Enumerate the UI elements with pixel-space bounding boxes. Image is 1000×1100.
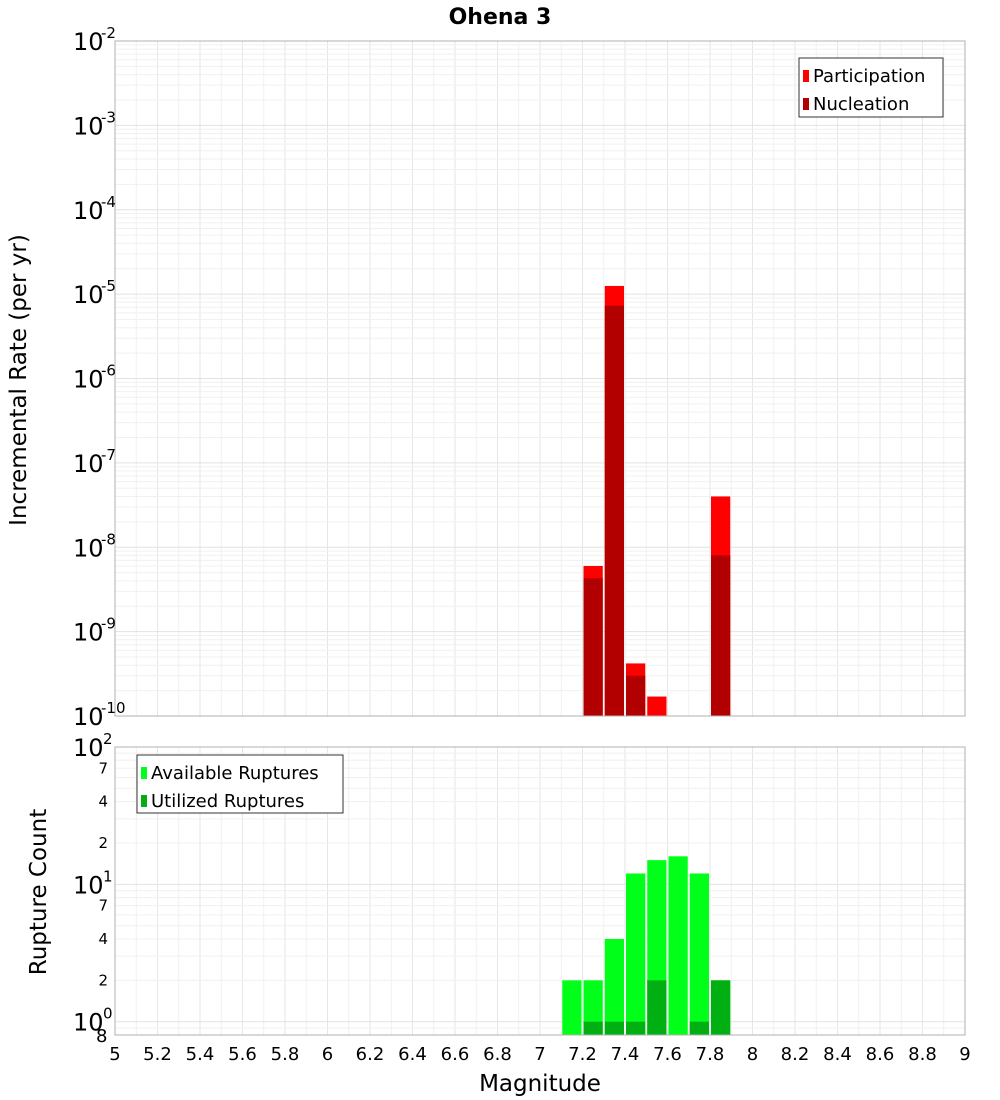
x-tick-label: 8.2 — [781, 1044, 810, 1065]
x-tick-label: 5.8 — [271, 1044, 300, 1065]
y-tick-label: 10 — [73, 703, 104, 731]
bar-utilized-ruptures — [711, 980, 731, 1035]
bar-utilized-ruptures — [604, 1021, 624, 1035]
x-tick-label: 6.8 — [483, 1044, 512, 1065]
legend-swatch — [803, 70, 809, 82]
y-minor-tick-label: 7 — [98, 897, 108, 915]
y-tick-exponent: -3 — [101, 108, 116, 126]
y-tick-label: 10 — [73, 197, 104, 225]
y-tick-label: 10 — [73, 450, 104, 478]
y-tick-exponent: -4 — [101, 193, 116, 211]
x-tick-label: 8 — [747, 1044, 758, 1065]
y-tick-exponent: 0 — [103, 1005, 113, 1023]
x-tick-label: 7.6 — [653, 1044, 682, 1065]
top-series-nucleation — [583, 305, 731, 716]
y-tick-exponent: -2 — [101, 24, 116, 42]
x-tick-label: 6 — [322, 1044, 333, 1065]
bar-nucleation — [604, 305, 624, 716]
bar-available-ruptures — [689, 873, 709, 1035]
legend-swatch — [141, 767, 147, 779]
bar-participation — [647, 696, 667, 716]
y-tick-label: 10 — [73, 619, 104, 647]
legend-swatch — [141, 795, 147, 807]
y-minor-tick-label: 2 — [98, 971, 108, 989]
top-y-axis-label: Incremental Rate (per yr) — [6, 234, 32, 526]
bottom-legend: Available Ruptures Utilized Ruptures — [136, 754, 344, 814]
x-tick-label: 7.8 — [696, 1044, 725, 1065]
y-tick-label: 10 — [73, 1009, 104, 1037]
y-tick-label: 10 — [73, 281, 104, 309]
x-tick-label: 7 — [534, 1044, 545, 1065]
bar-available-ruptures — [583, 980, 603, 1035]
y-tick-exponent: -6 — [101, 362, 116, 380]
bar-nucleation — [626, 675, 646, 716]
x-tick-label: 8.6 — [866, 1044, 895, 1065]
y-tick-exponent: -9 — [101, 615, 116, 633]
top-legend: Participation Nucleation — [798, 57, 944, 118]
bar-utilized-ruptures — [689, 1021, 709, 1035]
bottom-series-utilized-ruptures — [583, 980, 731, 1035]
y-minor-tick-label: 4 — [98, 930, 108, 948]
legend-label: Nucleation — [813, 94, 909, 115]
y-tick-label: 10 — [73, 734, 104, 762]
y-minor-tick-label: 2 — [98, 834, 108, 852]
bottom-y-axis-label: Rupture Count — [26, 809, 52, 975]
x-tick-label: 8.8 — [908, 1044, 937, 1065]
x-tick-label: 9 — [959, 1044, 970, 1065]
y-tick-exponent: 1 — [103, 867, 113, 885]
legend-label: Available Ruptures — [151, 763, 319, 784]
y-tick-exponent: 2 — [103, 730, 113, 748]
y-tick-exponent: -7 — [101, 446, 116, 464]
y-tick-label: 10 — [73, 366, 104, 394]
bar-nucleation — [711, 555, 731, 716]
legend-label: Participation — [813, 66, 925, 87]
y-minor-tick-label: 7 — [98, 759, 108, 777]
x-tick-label: 5.2 — [143, 1044, 172, 1065]
top-plot-border — [114, 40, 966, 717]
bottom-legend-box — [136, 754, 344, 814]
x-tick-label: 6.2 — [356, 1044, 385, 1065]
top-plot-grid — [114, 41, 966, 717]
bar-utilized-ruptures — [626, 1021, 646, 1035]
chart-title: Ohena 3 — [449, 5, 552, 30]
y-tick-label: 10 — [73, 871, 104, 899]
y-bottom-tick-label: 8 — [96, 1026, 107, 1047]
bar-utilized-ruptures — [647, 980, 667, 1035]
bar-nucleation — [583, 578, 603, 716]
y-tick-label: 10 — [73, 112, 104, 140]
bottom-plot-border — [114, 746, 966, 1036]
bar-available-ruptures — [562, 980, 582, 1035]
y-tick-exponent: -8 — [101, 530, 116, 548]
legend-swatch — [803, 98, 809, 110]
x-tick-label: 7.2 — [568, 1044, 597, 1065]
y-tick-label: 10 — [73, 28, 104, 56]
y-tick-exponent: -10 — [101, 699, 126, 717]
y-tick-label: 10 — [73, 534, 104, 562]
y-minor-tick-label: 4 — [98, 793, 108, 811]
x-tick-label: 6.4 — [398, 1044, 427, 1065]
x-tick-label: 5 — [109, 1044, 120, 1065]
bar-available-ruptures — [626, 873, 646, 1035]
bar-utilized-ruptures — [583, 1021, 603, 1035]
bar-available-ruptures — [604, 939, 624, 1035]
x-tick-label: 8.4 — [823, 1044, 852, 1065]
bar-available-ruptures — [668, 856, 688, 1035]
top-legend-box — [798, 57, 944, 118]
legend-label: Utilized Ruptures — [151, 791, 304, 812]
x-tick-label: 6.6 — [441, 1044, 470, 1065]
x-axis-label: Magnitude — [479, 1071, 601, 1097]
x-tick-label: 5.6 — [228, 1044, 257, 1065]
x-tick-label: 5.4 — [186, 1044, 215, 1065]
x-tick-label: 7.4 — [611, 1044, 640, 1065]
y-tick-exponent: -5 — [101, 277, 116, 295]
